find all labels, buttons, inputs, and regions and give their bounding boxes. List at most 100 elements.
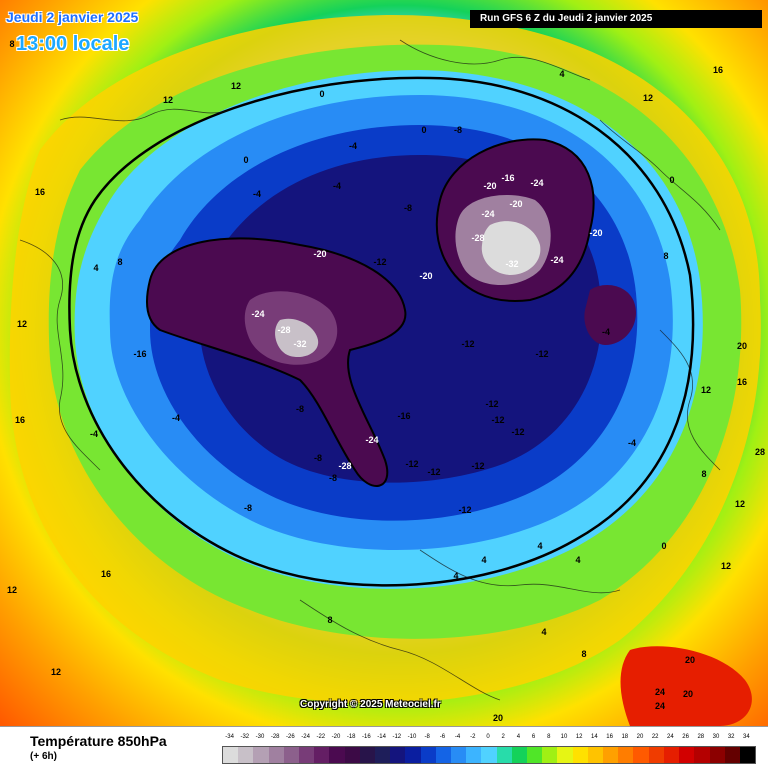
scale-tick-label: -14 xyxy=(377,734,386,740)
isotherm-value-label: 24 xyxy=(654,687,666,697)
scale-swatch xyxy=(314,747,330,763)
scale-tick-label: 2 xyxy=(501,734,505,740)
scale-swatch xyxy=(572,747,588,763)
scale-swatch xyxy=(435,747,452,763)
isotherm-value-label: 12 xyxy=(642,93,654,103)
scale-tick-label: 14 xyxy=(591,734,598,740)
isotherm-cold-siberia xyxy=(146,237,407,487)
scale-tick-label: 34 xyxy=(743,734,750,740)
isotherm-value-label: -4 xyxy=(332,181,342,191)
isotherm-value-label: -4 xyxy=(627,438,637,448)
isotherm-value-label: 8 xyxy=(701,469,707,479)
isotherm-cold-canada xyxy=(435,138,595,302)
isotherm-value-label: 8 xyxy=(9,39,15,49)
isotherm-value-label: -4 xyxy=(252,189,262,199)
isotherm-value-label: 12 xyxy=(50,667,62,677)
isotherm-value-label: 16 xyxy=(712,65,724,75)
isotherm-value-label: -12 xyxy=(458,505,472,515)
scale-swatch xyxy=(223,747,239,763)
isotherm-value-label: -24 xyxy=(365,435,379,445)
canada-center xyxy=(481,221,541,275)
isotherm-value-label: 16 xyxy=(34,187,46,197)
scale-swatch xyxy=(375,747,391,763)
scale-tick-label: 20 xyxy=(636,734,644,740)
isotherm-value-label: -20 xyxy=(419,271,433,281)
scale-tick-label: -34 xyxy=(225,734,234,740)
scale-swatch xyxy=(390,747,406,763)
isotherm-value-label: 0 xyxy=(319,89,325,99)
isotherm-value-label: 4 xyxy=(481,555,487,565)
isotherm-value-label: -12 xyxy=(471,461,485,471)
isotherm-value-label: -32 xyxy=(505,259,519,269)
scale-swatch xyxy=(648,747,664,763)
isotherm-value-label: 4 xyxy=(453,571,459,581)
scale-swatch xyxy=(359,747,376,763)
scale-tick-label: -4 xyxy=(454,734,461,740)
model-run-banner: Run GFS 6 Z du Jeudi 2 janvier 2025 xyxy=(470,10,762,28)
scale-tick-label: -6 xyxy=(439,734,446,740)
isotherm-value-label: -32 xyxy=(293,339,307,349)
scale-tick-label: 4 xyxy=(516,734,521,740)
isotherm-value-label: 16 xyxy=(736,377,748,387)
copyright-notice: Copyright © 2025 Meteociel.fr xyxy=(300,699,441,710)
scale-tick-label: 30 xyxy=(712,734,720,740)
scale-swatch xyxy=(603,747,619,763)
isotherm-value-label: -8 xyxy=(313,453,323,463)
scale-swatch xyxy=(451,747,467,763)
isotherm-value-label: -12 xyxy=(461,339,475,349)
isotherm-value-label: -20 xyxy=(589,228,603,238)
isotherm-value-label: -8 xyxy=(403,203,413,213)
scale-tick-label: -20 xyxy=(331,734,341,740)
isotherm-value-label: 12 xyxy=(6,585,18,595)
scale-tick-label: 8 xyxy=(547,734,551,740)
isotherm-value-label: 12 xyxy=(230,81,242,91)
scale-swatch xyxy=(618,747,634,763)
scale-tick-label: -10 xyxy=(407,734,417,740)
isotherm-value-label: -28 xyxy=(471,233,485,243)
isotherm-value-label: -20 xyxy=(313,249,327,259)
isotherm-0 xyxy=(68,76,695,587)
isotherm-value-label: -24 xyxy=(550,255,564,265)
scale-swatch xyxy=(253,747,269,763)
isotherm-value-label: 12 xyxy=(162,95,174,105)
scale-tick-label: -32 xyxy=(240,734,250,740)
isotherm-value-label: 8 xyxy=(117,257,123,267)
scale-tick-label: -24 xyxy=(301,734,310,740)
scale-swatch xyxy=(481,747,497,763)
legend-subtitle: (+ 6h) xyxy=(30,751,57,762)
scale-swatch xyxy=(663,747,680,763)
scale-tick-label: -8 xyxy=(424,734,430,740)
isotherm-value-label: 12 xyxy=(700,385,712,395)
isotherm-value-label: -28 xyxy=(338,461,352,471)
isotherm-value-label: 16 xyxy=(14,415,26,425)
scale-tick-label: -12 xyxy=(392,734,402,740)
isotherm-value-label: -12 xyxy=(491,415,505,425)
scale-swatch xyxy=(299,747,315,763)
scale-swatch xyxy=(238,747,254,763)
scale-tick-label: -28 xyxy=(270,734,280,740)
scale-swatch xyxy=(420,747,436,763)
scale-swatch xyxy=(344,747,360,763)
scale-tick-label: -22 xyxy=(316,734,326,740)
isotherm-value-label: 4 xyxy=(575,555,581,565)
warm-spot-se xyxy=(620,646,752,726)
scale-tick-label: 16 xyxy=(606,734,613,740)
scale-tick-label: 28 xyxy=(697,734,705,740)
scale-swatch xyxy=(329,747,345,763)
isotherm-value-label: 12 xyxy=(734,499,746,509)
scale-tick-label: -2 xyxy=(470,734,476,740)
coastlines xyxy=(19,39,721,701)
scale-swatch xyxy=(511,747,528,763)
isotherm-value-label: -24 xyxy=(530,178,544,188)
map-field xyxy=(0,0,768,726)
isotherm-value-label: -16 xyxy=(133,349,147,359)
isotherm-value-label: 12 xyxy=(720,561,732,571)
isotherm-value-label: -16 xyxy=(501,173,515,183)
scale-swatch xyxy=(694,747,710,763)
scale-tick-label: 18 xyxy=(621,734,629,740)
isotherm-value-label: 8 xyxy=(663,251,669,261)
temperature-map: -32 -28 -32 -28 -24 -24 -24 -20 -20 -20 -20 -20 -16-… xyxy=(0,0,768,726)
isotherm-value-label: -12 xyxy=(427,467,441,477)
scale-swatch xyxy=(466,747,482,763)
scale-swatch xyxy=(405,747,421,763)
